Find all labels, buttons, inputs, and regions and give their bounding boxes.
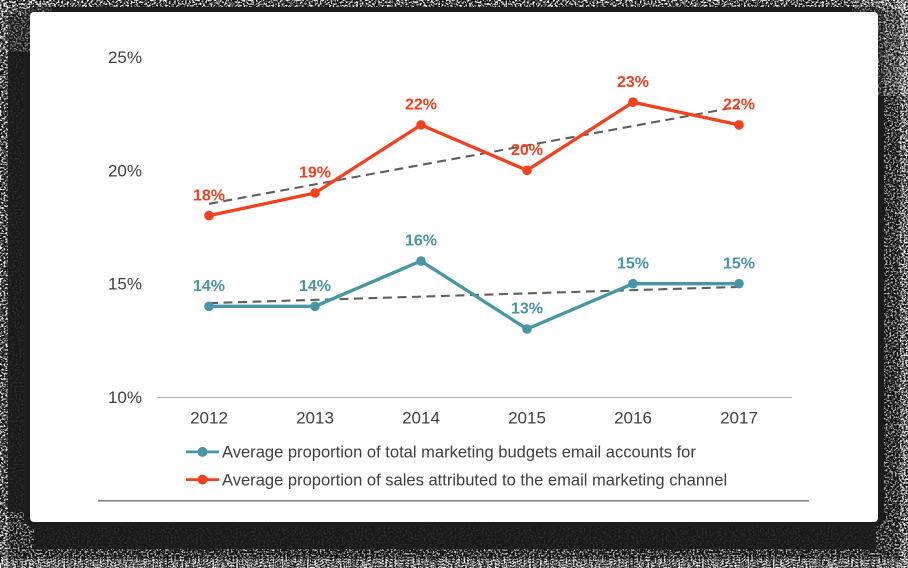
svg-text:14%: 14% [193,278,225,295]
svg-text:2014: 2014 [402,409,440,428]
svg-text:2012: 2012 [190,409,228,428]
svg-text:13%: 13% [511,301,543,318]
svg-text:10%: 10% [108,388,142,407]
svg-text:2013: 2013 [296,409,334,428]
svg-text:15%: 15% [108,275,142,294]
svg-text:20%: 20% [511,142,543,159]
svg-text:19%: 19% [299,165,331,182]
svg-text:18%: 18% [193,187,225,204]
svg-text:15%: 15% [617,255,649,272]
svg-text:25%: 25% [108,48,142,67]
svg-text:2015: 2015 [508,409,546,428]
svg-text:22%: 22% [723,97,755,114]
svg-text:Average proportion of total ma: Average proportion of total marketing bu… [222,443,696,462]
svg-text:22%: 22% [405,97,437,114]
svg-text:2016: 2016 [614,409,652,428]
svg-text:14%: 14% [299,278,331,295]
svg-text:16%: 16% [405,233,437,250]
svg-text:Average proportion of sales at: Average proportion of sales attributed t… [222,470,727,489]
svg-text:15%: 15% [723,255,755,272]
svg-text:23%: 23% [617,74,649,91]
svg-text:20%: 20% [108,161,142,180]
svg-text:2017: 2017 [720,409,758,428]
